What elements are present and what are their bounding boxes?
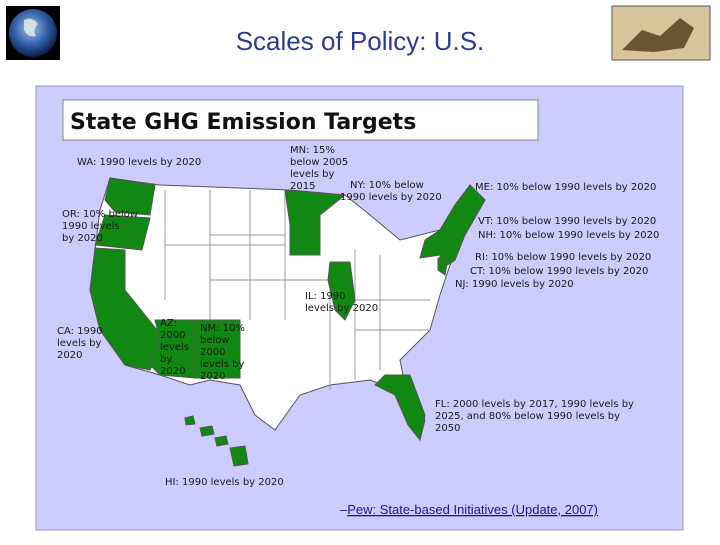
map-title-box [62, 99, 539, 141]
state-label: ME: 10% below 1990 levels by 2020 [475, 182, 656, 193]
state-label: levels by [290, 169, 335, 180]
state-label: 2000 [200, 347, 225, 358]
green-states [89, 177, 486, 467]
slide-title: Scales of Policy: U.S. [236, 26, 485, 56]
state-northeast [419, 184, 486, 271]
state-nj [437, 257, 449, 276]
state-wa [104, 177, 156, 216]
map-title: State GHG Emission Targets [70, 110, 416, 135]
state-label: NM: 10% [200, 323, 245, 334]
state-label: levels [160, 342, 189, 353]
state-hi [229, 445, 249, 467]
state-label: 2000 [160, 330, 185, 341]
state-label: IL: 1990 [305, 291, 346, 302]
state-label: NH: 10% below 1990 levels by 2020 [478, 230, 659, 241]
state-fl [374, 374, 426, 442]
state-label: RI: 10% below 1990 levels by 2020 [475, 252, 651, 263]
state-label: 2020 [57, 350, 82, 361]
state-label: CT: 10% below 1990 levels by 2020 [470, 266, 648, 277]
state-label: WA: 1990 levels by 2020 [77, 157, 201, 168]
state-label: 2025, and 80% below 1990 levels by [435, 411, 620, 422]
map-labels: WA: 1990 levels by 2020 MN: 15%below 2005… [57, 145, 659, 488]
state-label: CA: 1990 [57, 326, 103, 337]
robot-photo [611, 5, 711, 61]
state-label: 2015 [290, 181, 315, 192]
state-label: levels by 2020 [305, 303, 378, 314]
state-il [327, 261, 356, 321]
state-nm [194, 319, 241, 379]
state-hi [184, 415, 196, 426]
state-label: MN: 15% [290, 145, 335, 156]
state-label: VT: 10% below 1990 levels by 2020 [478, 216, 656, 227]
state-or [94, 214, 151, 251]
us-map [89, 177, 486, 467]
state-mn [284, 189, 347, 256]
state-borders [164, 190, 430, 390]
state-ca [89, 247, 166, 371]
state-label: 2020 [160, 366, 185, 377]
state-hi [214, 435, 229, 447]
state-label: FL: 2000 levels by 2017, 1990 levels by [435, 399, 634, 410]
state-label: HI: 1990 levels by 2020 [165, 477, 284, 488]
state-label: levels by [57, 338, 102, 349]
state-label: NJ: 1990 levels by 2020 [455, 279, 574, 290]
state-label: 2020 [200, 371, 225, 382]
state-label: below [200, 335, 230, 346]
citation-link[interactable]: Pew: State-based Initiatives (Update, 20… [347, 502, 598, 517]
state-label: levels by [200, 359, 245, 370]
state-label: 2050 [435, 423, 460, 434]
state-label: NY: 10% below [350, 180, 424, 191]
citation: –Pew: State-based Initiatives (Update, 2… [340, 502, 598, 517]
state-hi [199, 425, 215, 437]
state-label: 1990 levels [62, 221, 120, 232]
state-label: AZ: [160, 318, 177, 329]
state-label: below 2005 [290, 157, 348, 168]
state-label: OR: 10% below [62, 209, 138, 220]
state-label: by 2020 [62, 233, 103, 244]
earth-cloud [24, 18, 38, 37]
citation-prefix: – [340, 502, 348, 517]
state-label: 1990 levels by 2020 [340, 192, 442, 203]
state-label: by [160, 354, 172, 365]
robot-shape [622, 18, 694, 52]
